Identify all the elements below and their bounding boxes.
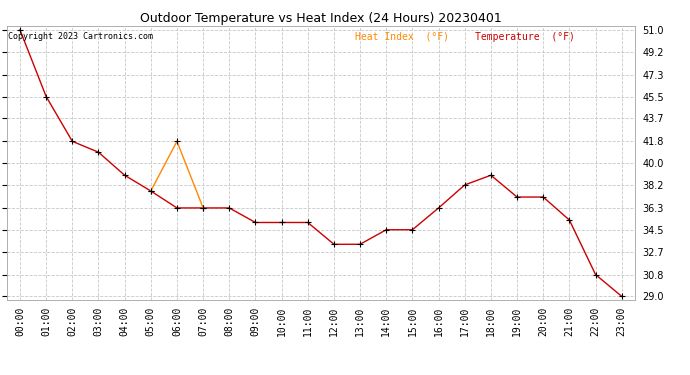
Text: Copyright 2023 Cartronics.com: Copyright 2023 Cartronics.com: [8, 32, 153, 41]
Title: Outdoor Temperature vs Heat Index (24 Hours) 20230401: Outdoor Temperature vs Heat Index (24 Ho…: [140, 12, 502, 25]
Text: Heat Index  (°F): Heat Index (°F): [355, 32, 449, 42]
Text: Temperature  (°F): Temperature (°F): [475, 32, 575, 42]
